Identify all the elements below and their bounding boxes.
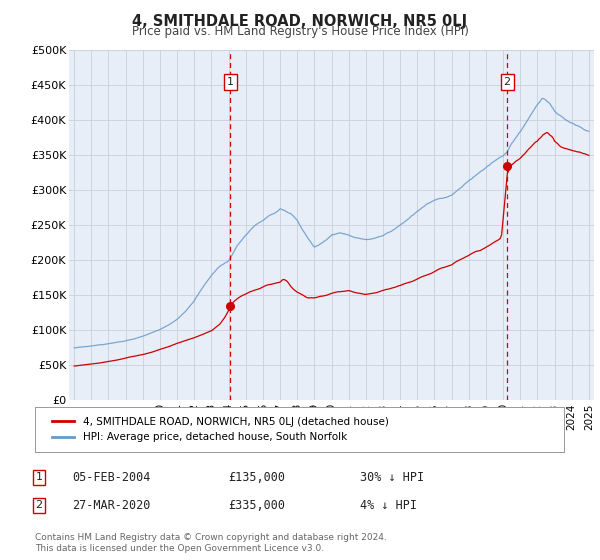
Text: 30% ↓ HPI: 30% ↓ HPI <box>360 470 424 484</box>
Text: Contains HM Land Registry data © Crown copyright and database right 2024.
This d: Contains HM Land Registry data © Crown c… <box>35 533 386 553</box>
Text: 27-MAR-2020: 27-MAR-2020 <box>72 498 151 512</box>
Text: £335,000: £335,000 <box>228 498 285 512</box>
Text: 2: 2 <box>503 77 511 87</box>
Text: 2: 2 <box>35 500 43 510</box>
Text: 1: 1 <box>227 77 234 87</box>
Text: 4% ↓ HPI: 4% ↓ HPI <box>360 498 417 512</box>
Legend: 4, SMITHDALE ROAD, NORWICH, NR5 0LJ (detached house), HPI: Average price, detach: 4, SMITHDALE ROAD, NORWICH, NR5 0LJ (det… <box>46 410 395 449</box>
Text: 1: 1 <box>35 472 43 482</box>
Text: £135,000: £135,000 <box>228 470 285 484</box>
Text: 4, SMITHDALE ROAD, NORWICH, NR5 0LJ: 4, SMITHDALE ROAD, NORWICH, NR5 0LJ <box>133 14 467 29</box>
Text: 05-FEB-2004: 05-FEB-2004 <box>72 470 151 484</box>
Text: Price paid vs. HM Land Registry's House Price Index (HPI): Price paid vs. HM Land Registry's House … <box>131 25 469 38</box>
